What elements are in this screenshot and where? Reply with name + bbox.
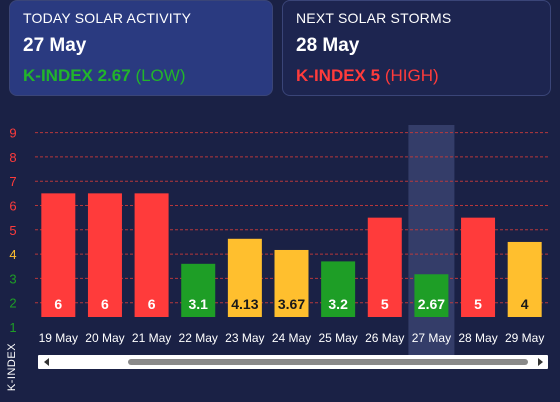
bar-value-label: 5	[474, 296, 482, 312]
bar	[507, 241, 542, 317]
bar-value-label: 6	[101, 296, 109, 312]
today-solar-activity-card: TODAY SOLAR ACTIVITY 27 May K-INDEX 2.67…	[9, 0, 273, 96]
next-date: 28 May	[296, 35, 360, 56]
bar-value-label: 3.2	[328, 296, 348, 312]
bar	[461, 217, 496, 317]
x-tick-label: 20 May	[85, 331, 124, 345]
selected-day-highlight	[408, 125, 455, 357]
next-solar-storms-card: NEXT SOLAR STORMS 28 May K-INDEX 5 (HIGH…	[282, 0, 551, 96]
bar	[227, 238, 262, 317]
y-tick-label: 2	[9, 296, 16, 311]
today-card-title: TODAY SOLAR ACTIVITY	[23, 10, 192, 26]
scroll-left-icon[interactable]	[44, 358, 49, 366]
next-kindex-level: (HIGH)	[384, 66, 439, 85]
bar	[367, 217, 402, 317]
x-tick-label: 23 May	[225, 331, 264, 345]
x-tick-label: 24 May	[272, 331, 311, 345]
today-date: 27 May	[23, 35, 87, 56]
y-tick-label: 1	[9, 320, 16, 335]
bar	[181, 263, 216, 317]
scrollbar-thumb[interactable]	[128, 359, 528, 365]
y-tick-label: 5	[9, 223, 16, 238]
bar-value-label: 3.67	[278, 296, 305, 312]
x-tick-label: 29 May	[505, 331, 544, 345]
bar	[41, 193, 76, 317]
bar-value-label: 2.67	[418, 296, 445, 312]
bar-value-label: 5	[381, 296, 389, 312]
kindex-bar-chart: 1 2 3 4 5 6 7 8 9 6 19 May 6 20 May 6 21 May 3.1 22 May 4…	[6, 125, 548, 391]
bar-value-label: 3.1	[188, 296, 208, 312]
next-kindex-value: K-INDEX 5	[296, 66, 381, 85]
today-kindex-value: K-INDEX 2.67	[23, 66, 131, 85]
x-tick-label: 27 May	[412, 331, 451, 345]
x-tick-label: 21 May	[132, 331, 171, 345]
bar-value-label: 6	[54, 296, 62, 312]
y-tick-label: 4	[9, 247, 16, 262]
bar	[321, 261, 356, 317]
y-tick-label: 8	[9, 150, 16, 165]
x-tick-label: 26 May	[365, 331, 404, 345]
y-tick-label: 7	[9, 174, 16, 189]
bar-value-label: 6	[148, 296, 156, 312]
x-tick-label: 19 May	[39, 331, 78, 345]
bar-value-label: 4	[521, 296, 529, 312]
next-card-title: NEXT SOLAR STORMS	[296, 10, 452, 26]
bar	[414, 274, 449, 317]
x-tick-label: 22 May	[179, 331, 218, 345]
y-axis-label: K-INDEX	[6, 343, 18, 391]
today-kindex-line: K-INDEX 2.67 (LOW)	[23, 66, 259, 86]
y-tick-label: 6	[9, 199, 16, 214]
today-kindex-level: (LOW)	[135, 66, 186, 85]
bar-value-label: 4.13	[231, 296, 258, 312]
x-tick-label: 25 May	[318, 331, 357, 345]
y-tick-label: 3	[9, 271, 16, 286]
x-tick-label: 28 May	[458, 331, 497, 345]
bar	[274, 249, 309, 317]
next-kindex-line: K-INDEX 5 (HIGH)	[296, 66, 537, 86]
bar	[134, 193, 169, 317]
bar	[87, 193, 122, 317]
scroll-right-icon[interactable]	[538, 358, 543, 366]
y-tick-label: 9	[9, 126, 16, 141]
